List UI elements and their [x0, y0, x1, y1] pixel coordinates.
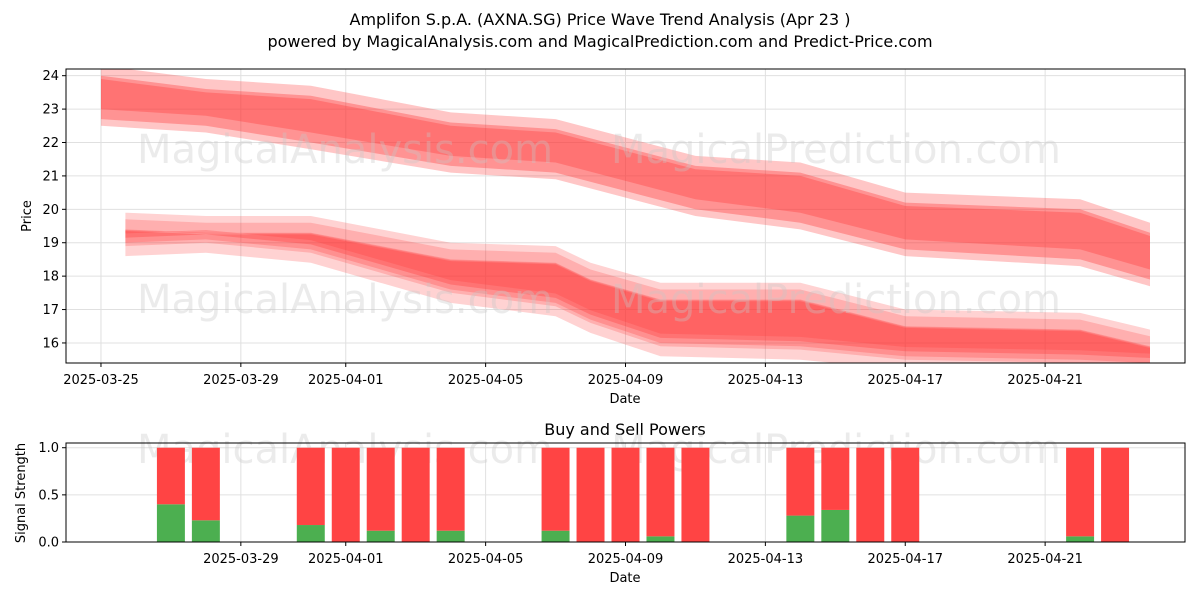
- buy-power-bar: [786, 515, 815, 542]
- buy-power-bar: [821, 509, 850, 542]
- sell-power-bar: [891, 447, 920, 542]
- price-y-ticks: 16 17 18 19 20 21 22 23 24: [42, 69, 66, 351]
- price-x-tick-label: 2025-04-17: [867, 373, 943, 388]
- sell-power-bar: [331, 447, 360, 542]
- buy-power-bar: [191, 520, 220, 542]
- sell-power-bar: [541, 447, 570, 531]
- price-y-tick-label: 19: [42, 236, 59, 251]
- upper-band-layer-2: [101, 79, 1150, 270]
- sell-power-bar: [1066, 447, 1095, 537]
- signal-y-tick-label: 0.0: [38, 536, 59, 551]
- price-grid: [66, 69, 1185, 363]
- signal-title: Buy and Sell Powers: [544, 420, 706, 439]
- price-wave-bands: [101, 69, 1150, 363]
- buy-power-bar: [296, 525, 325, 542]
- price-x-label: Date: [609, 392, 640, 407]
- signal-y-tick-label: 1.0: [38, 441, 59, 456]
- signal-x-tick-label: 2025-04-17: [867, 552, 943, 567]
- price-x-tick-label: 2025-04-21: [1007, 373, 1083, 388]
- chart-subtitle: powered by MagicalAnalysis.com and Magic…: [267, 32, 932, 51]
- lower-band-layer-0: [125, 212, 1150, 363]
- signal-y-ticks: 0.0 0.5 1.0: [38, 441, 66, 551]
- buy-power-bar: [436, 530, 465, 542]
- price-x-tick-label: 2025-04-13: [728, 373, 804, 388]
- price-x-tick-label: 2025-04-01: [308, 373, 384, 388]
- signal-x-tick-label: 2025-04-05: [448, 552, 524, 567]
- watermark-4: MagicalPrediction.com: [611, 277, 1061, 323]
- sell-power-bar: [436, 447, 465, 531]
- sell-power-bar: [786, 447, 815, 516]
- watermark-2: MagicalPrediction.com: [611, 127, 1061, 173]
- watermark-3: MagicalAnalysis.com: [137, 277, 553, 323]
- price-x-ticks: 2025-03-25 2025-03-29 2025-04-01 2025-04-05…: [63, 363, 1083, 388]
- price-x-tick-label: 2025-03-29: [203, 373, 279, 388]
- sell-power-bar: [366, 447, 395, 531]
- signal-y-tick-label: 0.5: [38, 488, 59, 503]
- sell-power-bar: [1101, 447, 1130, 542]
- sell-power-bar: [856, 447, 885, 542]
- price-panel: MagicalAnalysis.com MagicalPrediction.co…: [20, 68, 1186, 407]
- sell-power-bar: [821, 447, 850, 510]
- signal-x-tick-label: 2025-04-21: [1007, 552, 1083, 567]
- watermark-1: MagicalAnalysis.com: [137, 127, 553, 173]
- sell-power-bar: [156, 447, 185, 505]
- lower-band-layer-3: [125, 231, 1150, 358]
- signal-x-label: Date: [609, 571, 640, 586]
- price-y-tick-label: 21: [42, 169, 59, 184]
- price-y-tick-label: 16: [42, 336, 59, 351]
- sell-power-bar: [191, 447, 220, 521]
- chart-title: Amplifon S.p.A. (AXNA.SG) Price Wave Tre…: [350, 10, 851, 29]
- buy-power-bar: [646, 536, 675, 542]
- signal-x-tick-label: 2025-04-01: [308, 552, 384, 567]
- price-y-label: Price: [20, 200, 35, 232]
- lower-band-layer-4: [125, 230, 1150, 354]
- sell-power-bar: [681, 447, 710, 542]
- signal-x-ticks: 2025-03-29 2025-04-01 2025-04-05 2025-04-09…: [203, 542, 1083, 567]
- price-y-tick-label: 23: [42, 103, 59, 118]
- upper-band-layer-1: [101, 75, 1150, 280]
- signal-x-tick-label: 2025-04-09: [588, 552, 664, 567]
- sell-power-bar: [401, 447, 430, 542]
- upper-band-layer-0: [101, 69, 1150, 287]
- sell-power-bar: [296, 447, 325, 526]
- sell-power-bar: [611, 447, 640, 542]
- buy-power-bar: [541, 530, 570, 542]
- buy-power-bar: [1066, 536, 1095, 542]
- signal-y-label: Signal Strength: [14, 443, 29, 543]
- buy-power-bar: [366, 530, 395, 542]
- price-y-tick-label: 22: [42, 136, 59, 151]
- signal-bars: [156, 447, 1130, 542]
- price-y-tick-label: 17: [42, 303, 59, 318]
- signal-panel: Buy and Sell Powers MagicalAnalysis.com …: [14, 420, 1186, 586]
- sell-power-bar: [576, 447, 605, 542]
- price-x-tick-label: 2025-03-25: [63, 373, 139, 388]
- sell-power-bar: [646, 447, 675, 537]
- price-y-tick-label: 18: [42, 270, 59, 285]
- signal-x-tick-label: 2025-03-29: [203, 552, 279, 567]
- signal-x-tick-label: 2025-04-13: [728, 552, 804, 567]
- lower-band-layer-2: [125, 229, 1150, 363]
- lower-band-layer-1: [125, 219, 1150, 363]
- buy-power-bar: [156, 504, 185, 542]
- price-y-tick-label: 24: [42, 69, 59, 84]
- price-y-tick-label: 20: [42, 203, 59, 218]
- price-x-tick-label: 2025-04-05: [448, 373, 524, 388]
- price-x-tick-label: 2025-04-09: [588, 373, 664, 388]
